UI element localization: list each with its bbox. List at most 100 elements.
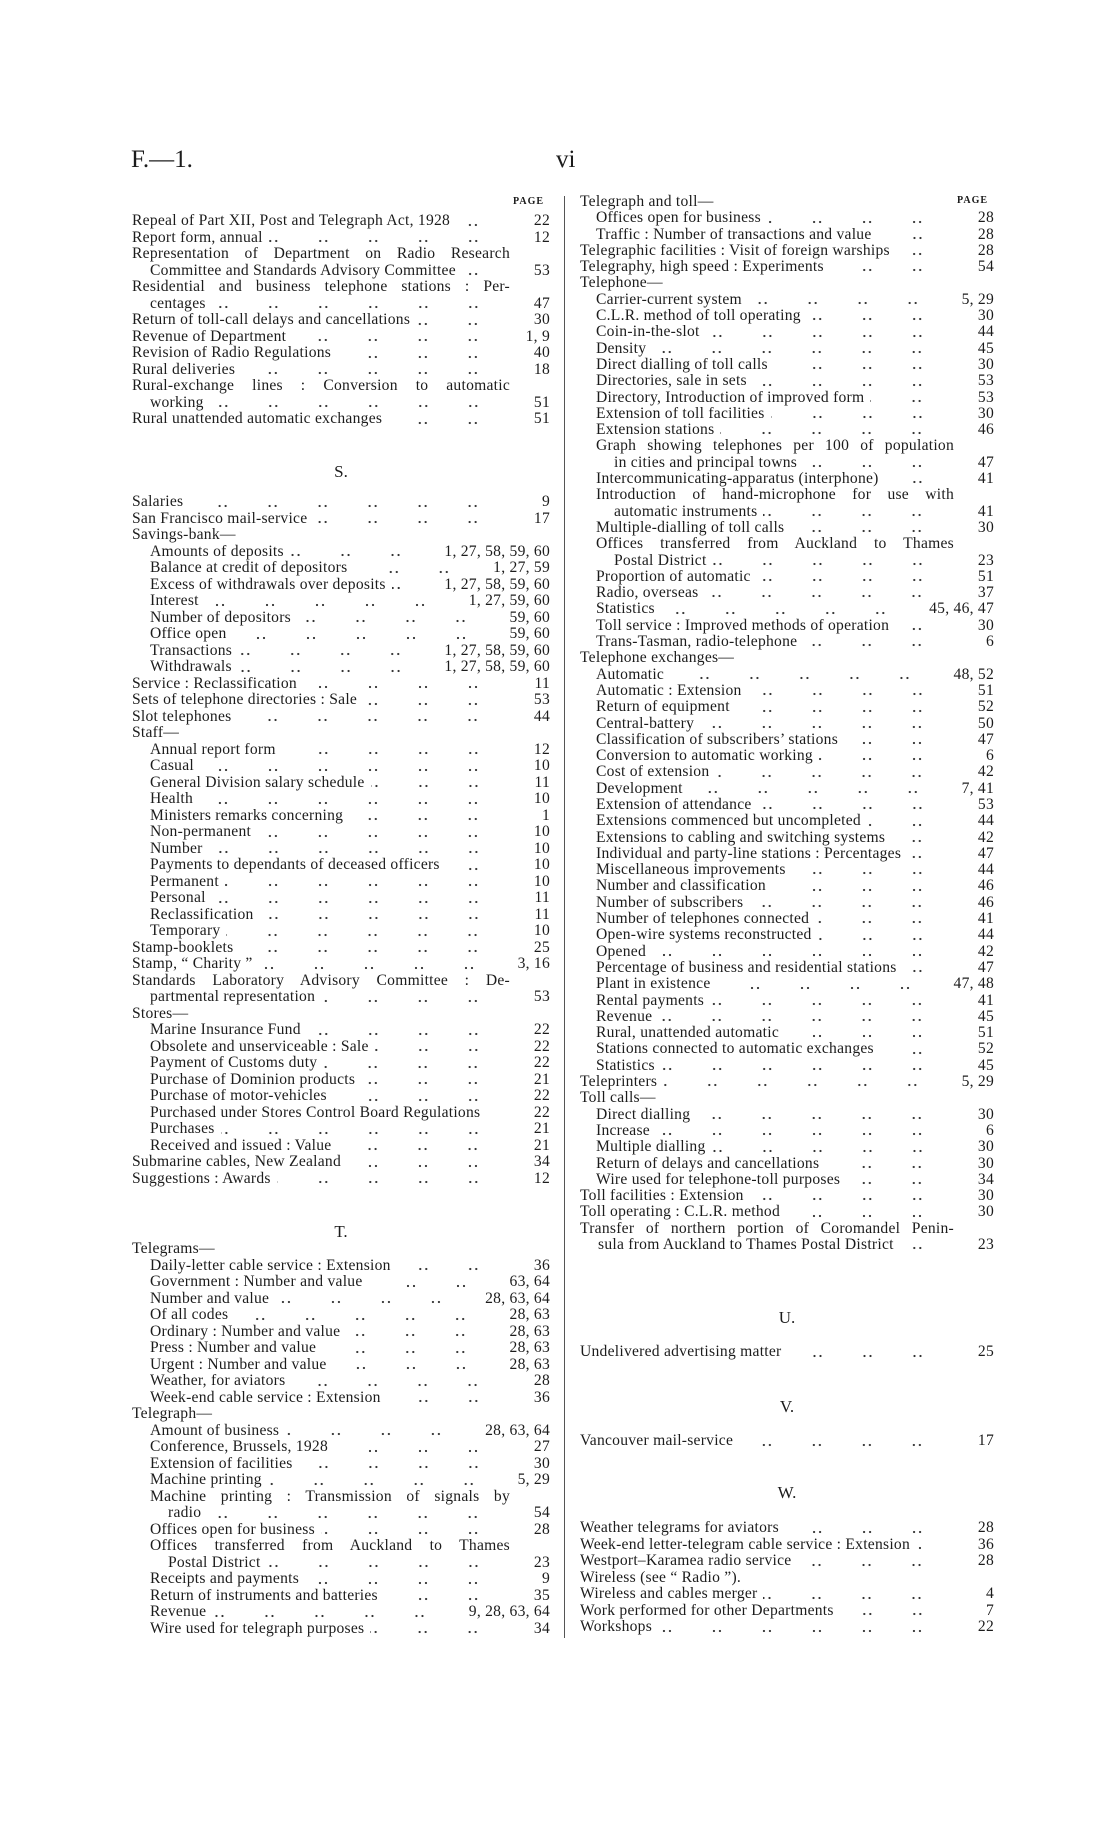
entry-page: 51 (977, 567, 994, 585)
entry-text: Number of subscribers (596, 893, 744, 911)
entry-text: Marine Insurance Fund (150, 1021, 301, 1038)
leader-dots (803, 454, 960, 472)
entry-text: Automatic (596, 665, 665, 683)
leader-dots (232, 626, 504, 643)
leader-dots (704, 585, 960, 602)
entry-text: Payments to dependants of deceased offic… (150, 856, 440, 873)
leader-dots (916, 1536, 960, 1553)
leader-dots (383, 1587, 516, 1604)
leader-dots (285, 1422, 480, 1439)
index-entry: Ordinary : Number and value 28, 63 (132, 1323, 550, 1340)
index-entry: Individual and party-line stations : Per… (580, 845, 994, 863)
index-entry: Teleprinters 5, 29 (580, 1073, 994, 1091)
entry-text: Number of depositors (150, 608, 291, 626)
entry-page: 10 (533, 856, 550, 873)
entry-page: 23 (977, 1236, 994, 1253)
entry-text: Extension of attendance (596, 795, 752, 813)
entry-text: Staff— (132, 724, 180, 741)
entry-text: Urgent : Number and value (150, 1355, 327, 1373)
entry-text: C.L.R. method of toll operating (596, 307, 801, 325)
index-entry: Revenue of Department 1, 9 (132, 328, 550, 345)
leader-dots (756, 568, 960, 586)
leader-dots (268, 229, 516, 246)
entry-page: 53 (533, 988, 550, 1005)
entry-text: Return of delays and cancellations (596, 1154, 820, 1172)
entry-text: Purchases (150, 1120, 215, 1137)
entry-text: Work performed for other Departments (580, 1601, 834, 1619)
leader-dots (735, 699, 960, 716)
entry-text: Amount of business (150, 1421, 280, 1439)
leader-dots (337, 345, 516, 362)
index-entry: Direct dialling 30 (580, 1105, 994, 1123)
entry-page: 36 (977, 1535, 994, 1553)
index-entry: Toll service : Improved methods of opera… (580, 617, 994, 635)
index-entry-line: Rural-exchange lines : Conversion to aut… (132, 378, 510, 394)
entry-text: Percentage of business and residential s… (596, 958, 897, 976)
index-entry-line: Standards Laboratory Advisory Committee … (132, 972, 510, 989)
index-entry: Wireless and cables merger 4 (580, 1585, 994, 1603)
leader-dots (884, 471, 960, 488)
index-entry: Amount of business 28, 63, 64 (132, 1421, 550, 1439)
leader-dots (238, 642, 439, 659)
index-entry: Of all codes 28, 63 (132, 1306, 550, 1324)
index-entry: Offices open for business 28 (580, 209, 994, 227)
entry-page: 30 (533, 1454, 550, 1472)
entry-page: 11 (534, 889, 550, 906)
entry-text: Opened (596, 942, 646, 960)
index-entry: Rural, unattended automatic 51 (580, 1024, 994, 1042)
index-entry: Coin-in-the-slot 44 (580, 324, 994, 341)
entry-text: Extensions to cabling and switching syst… (596, 828, 886, 846)
entry-page: 42 (977, 828, 994, 846)
entry-text: Telephone exchanges— (580, 649, 735, 667)
leader-dots (655, 1122, 960, 1140)
entry-page: 28, 63 (509, 1355, 550, 1373)
leader-dots (445, 857, 516, 874)
entry-page: 35 (533, 1586, 550, 1604)
entry-page: 63, 64 (509, 1273, 550, 1290)
index-entry: Westport–Karamea radio service 28 (580, 1552, 994, 1570)
leader-dots (291, 1373, 516, 1390)
leader-dots (363, 692, 516, 709)
entry-page: 42 (977, 942, 994, 960)
leader-dots (797, 1553, 960, 1570)
entry-text: Number (150, 839, 203, 857)
index-entry: Extension of attendance 53 (580, 795, 994, 814)
index-entry: Machine printing 5, 29 (132, 1471, 550, 1489)
entry-page: 30 (977, 355, 994, 373)
leader-dots (771, 878, 960, 895)
index-entry: Wireless (see “ Radio ”). (580, 1569, 994, 1587)
index-entry: Proportion of automatic 51 (580, 567, 994, 586)
entry-page: 1, 27, 58, 59, 60 (444, 641, 550, 659)
entry-text: Press : Number and value (150, 1339, 317, 1356)
leader-dots (710, 992, 960, 1009)
entry-text: Extension of toll facilities (596, 404, 765, 422)
index-entry: Excess of withdrawals over deposits 1, 27… (132, 576, 550, 593)
entry-text: Salaries (132, 493, 184, 510)
entry-page: 28 (977, 1552, 994, 1569)
entry-text: Postal District (614, 551, 707, 569)
index-entry: Statistics 45, 46, 47 (580, 601, 994, 618)
leader-dots (334, 1439, 516, 1456)
index-entry: Report form, annual 12 (132, 229, 550, 246)
leader-dots (825, 1155, 960, 1172)
entry-text: Savings-bank— (132, 526, 236, 543)
leader-dots (720, 422, 960, 439)
entry-text: Direct dialling (596, 1105, 691, 1123)
entry-text: Weather telegrams for aviators (580, 1519, 779, 1536)
index-heading: Staff— (132, 724, 550, 742)
leader-dots (844, 731, 960, 749)
leader-dots (711, 1139, 960, 1156)
index-entry-line: Representation of Department on Radio Re… (132, 246, 510, 262)
leader-dots (870, 389, 960, 406)
entry-page: 9 (541, 1570, 550, 1587)
index-entry: working 51 (132, 394, 550, 411)
index-entry: Payments to dependants of deceased offic… (132, 856, 550, 874)
leader-dots (770, 405, 960, 423)
entry-text: Extension of facilities (150, 1454, 293, 1472)
index-entry: Casual 10 (132, 757, 550, 775)
index-entry: Daily-letter cable service : Extension 36 (132, 1257, 550, 1274)
entry-text: Rental payments (596, 991, 705, 1009)
entry-text: Extension stations (596, 421, 715, 439)
leader-dots (208, 840, 516, 857)
entry-page: 28 (977, 209, 994, 227)
